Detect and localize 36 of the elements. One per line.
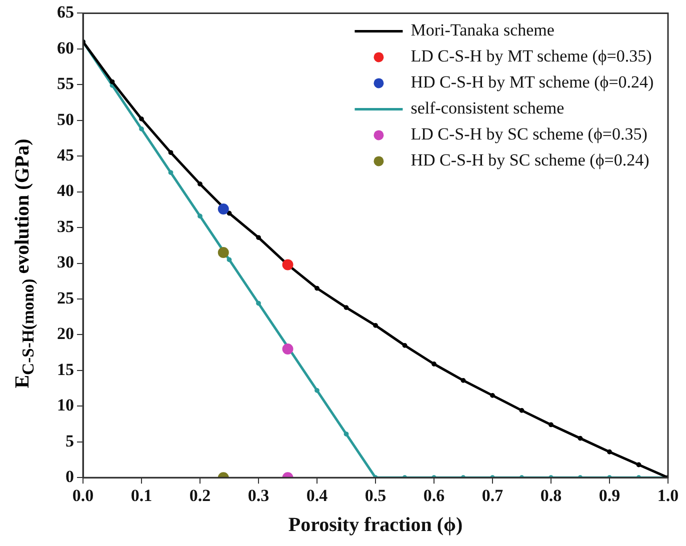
point — [282, 259, 294, 270]
y-tick-label: 35 — [57, 216, 74, 236]
y-tick-label: 45 — [57, 145, 74, 164]
legend-label: LD C-S-H by SC scheme (ϕ=0.35) — [410, 124, 648, 144]
x-tick-label: 0.5 — [364, 486, 386, 506]
y-tick-label: 60 — [57, 38, 74, 58]
y-tick-label: 30 — [57, 252, 74, 272]
y-tick-label: 55 — [57, 74, 74, 94]
y-tick-label: 20 — [57, 324, 74, 344]
x-tick-label: 0.2 — [189, 486, 211, 506]
legend-label: self-consistent scheme — [410, 98, 564, 118]
y-tick-label: 25 — [57, 288, 74, 308]
legend-label: HD C-S-H by SC scheme (ϕ=0.24) — [410, 150, 650, 170]
x-tick-label: 0.7 — [482, 486, 504, 506]
point — [282, 343, 294, 354]
legend-label: HD C-S-H by MT scheme (ϕ=0.24) — [410, 72, 654, 92]
y-tick-label: 50 — [57, 110, 74, 129]
y-tick-label: 10 — [57, 396, 74, 415]
x-axis-title: Porosity fraction (ϕ) — [288, 514, 463, 536]
y-tick-label: 15 — [57, 360, 74, 379]
y-tick-label: 65 — [57, 2, 74, 22]
x-tick-label: 0.0 — [72, 486, 94, 506]
x-tick-label: 0.6 — [423, 486, 445, 506]
x-tick-label: 1.0 — [657, 486, 679, 506]
x-tick-label: 0.9 — [598, 486, 620, 506]
point — [218, 203, 229, 214]
point — [218, 247, 229, 258]
legend-label: LD C-S-H by MT scheme (ϕ=0.35) — [410, 46, 652, 66]
y-tick-label: 5 — [66, 431, 74, 450]
y-tick-label: 40 — [57, 181, 74, 200]
x-tick-label: 0.1 — [130, 486, 152, 506]
x-tick-label: 0.8 — [540, 486, 562, 506]
y-tick-label: 0 — [66, 466, 74, 486]
x-tick-label: 0.4 — [306, 486, 328, 506]
x-tick-label: 0.3 — [248, 486, 270, 506]
legend-label: Mori-Tanaka scheme — [410, 20, 554, 40]
